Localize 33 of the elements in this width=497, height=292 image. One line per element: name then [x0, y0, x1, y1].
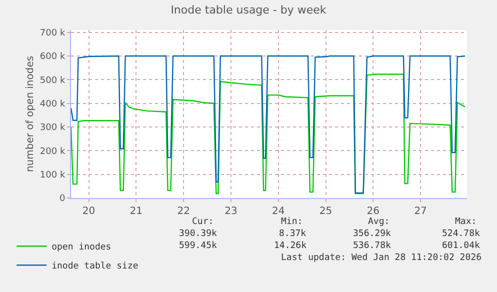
y-tick-label: 0	[59, 194, 66, 204]
text: Cur:	[192, 217, 214, 227]
text: 599.45k	[179, 241, 218, 251]
text: 601.04k	[442, 241, 481, 251]
x-tick-label: 26	[366, 206, 380, 217]
x-tick-label: 22	[177, 206, 190, 217]
x-tick-label: 27	[414, 206, 427, 217]
x-tick-label: 25	[319, 206, 332, 217]
text: Last update: Wed Jan 28 11:20:02 2026	[281, 253, 482, 263]
text: 390.39k	[179, 229, 218, 239]
text: 524.78k	[442, 229, 481, 239]
text: Min:	[281, 217, 303, 227]
text: Max:	[455, 217, 477, 227]
x-tick-label: 24	[272, 206, 285, 217]
x-tick-label: 20	[82, 206, 96, 217]
y-tick-label: 400 k	[40, 100, 66, 110]
text: 356.29k	[353, 229, 392, 239]
legend-label: open inodes	[52, 242, 112, 253]
legend-label: inode table size	[52, 262, 138, 272]
text: 8.37k	[279, 229, 307, 239]
y-tick-label: 700 k	[40, 28, 66, 39]
text: 14.26k	[274, 241, 308, 251]
y-tick-label: 100 k	[40, 170, 66, 180]
text: 536.78k	[353, 241, 392, 251]
x-tick-label: 21	[130, 206, 143, 217]
y-tick-label: 600 k	[40, 52, 66, 62]
y-tick-label: 200 k	[40, 146, 66, 157]
x-tick-label: 23	[224, 206, 238, 217]
y-axis-title: number of open inodes	[24, 56, 36, 172]
y-tick-label: 500 k	[40, 76, 66, 86]
y-tick-label: 300 k	[40, 123, 66, 134]
chart-title: Inode table usage - by week	[170, 4, 327, 17]
text: Avg:	[368, 217, 390, 227]
